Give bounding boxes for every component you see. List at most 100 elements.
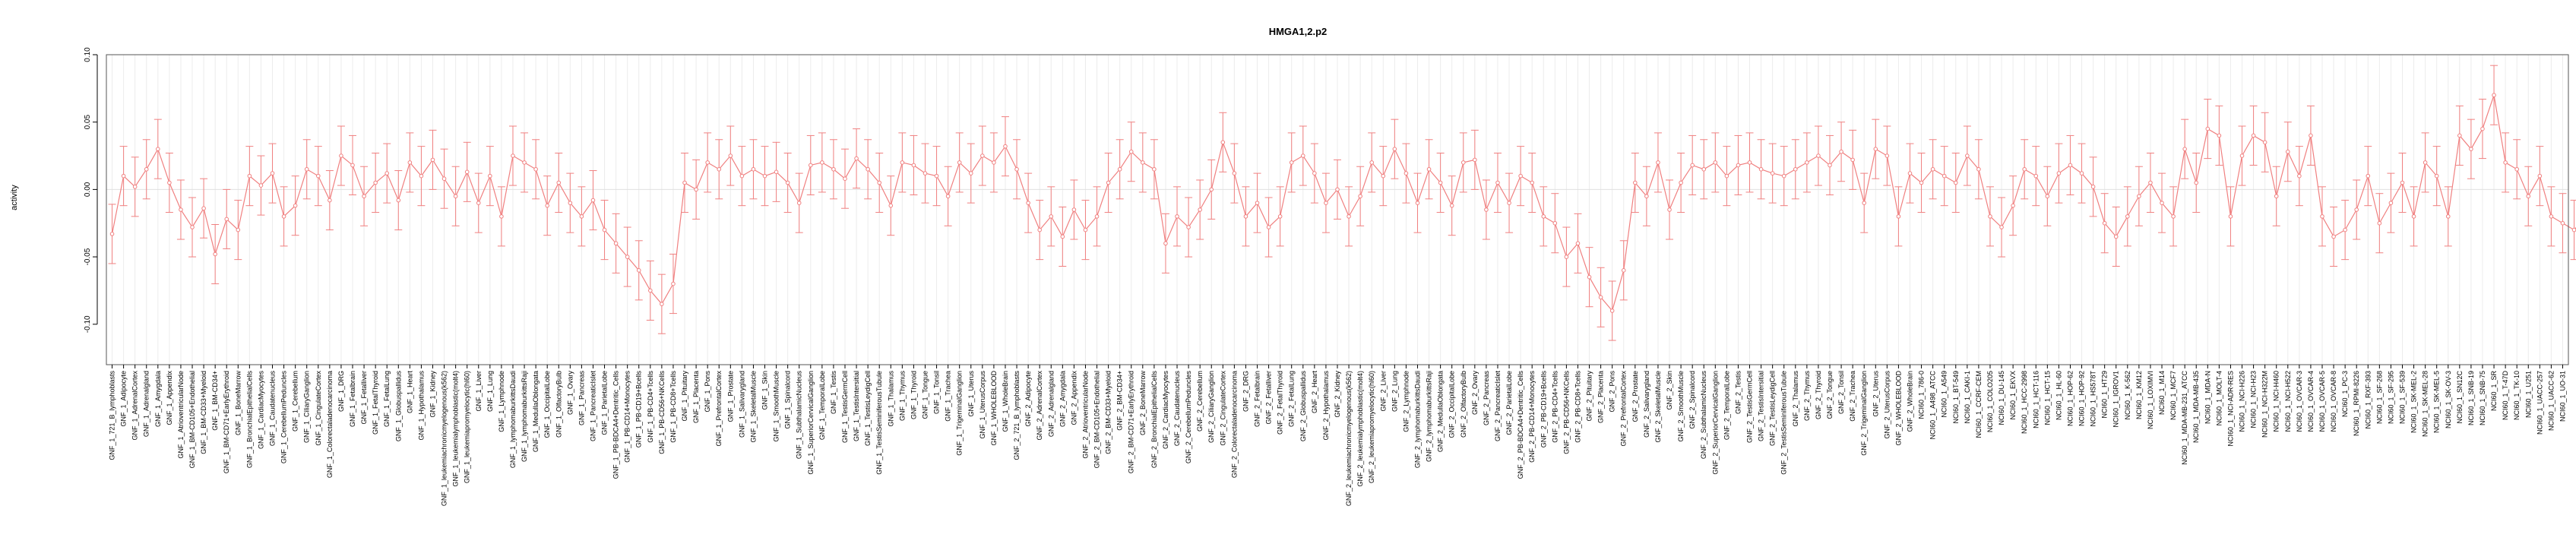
y-tick-label: -0.10 xyxy=(84,315,92,333)
x-tick-label: NCI60_1_MDA-MB-435 xyxy=(2192,371,2200,443)
x-tick-label: GNF_1_SkeletalMuscle xyxy=(749,371,757,443)
data-point xyxy=(808,163,813,168)
x-tick-label: GNF_1_Pituitary xyxy=(681,371,688,422)
data-point xyxy=(499,214,504,219)
data-point xyxy=(1907,171,1913,175)
x-tick-label: NCI60_1_HOP-62 xyxy=(2066,371,2074,426)
x-tick-label: GNF_1_PrefrontalCortex xyxy=(715,371,723,447)
x-tick-label: GNF_2_DRG xyxy=(1242,371,1249,412)
x-tick-label: GNF_2_721_B_lymphoblasts xyxy=(1013,371,1021,460)
data-point xyxy=(236,227,241,232)
x-tick-label: GNF_2_PB-CD4+Tcells xyxy=(1551,371,1559,443)
data-point xyxy=(339,153,343,158)
data-point xyxy=(1460,160,1466,165)
x-tick-label: NCI60_1_BT-549 xyxy=(1952,371,1960,424)
data-point xyxy=(224,217,229,222)
data-point xyxy=(2068,163,2073,168)
x-tick-label: GNF_2_Thalamus xyxy=(1792,371,1799,427)
x-tick-label: GNF_1_BM-CD105+Endothelial xyxy=(188,371,196,468)
x-tick-label: NCI60_1_A549 xyxy=(1941,371,1948,418)
x-tick-label: GNF_2_Fetalliver xyxy=(1265,371,1273,425)
x-tick-label: GNF_2_BM-CD105+Endothelial xyxy=(1093,371,1101,468)
data-point xyxy=(648,288,653,293)
data-point xyxy=(511,153,515,158)
data-point xyxy=(785,180,790,185)
x-tick-label: GNF_1_Pancreas xyxy=(578,371,585,426)
data-point xyxy=(1026,201,1030,205)
x-tick-label: GNF_1_Liver xyxy=(475,371,483,412)
x-tick-label: GNF_2_SubthalamicNucleus xyxy=(1700,371,1707,460)
x-tick-label: GNF_2_UterusCorpus xyxy=(1883,371,1891,439)
x-tick-label: NCI60_1_HT29 xyxy=(2101,371,2109,419)
data-point xyxy=(831,166,836,172)
x-tick-label: GNF_1_Thyroid xyxy=(910,371,917,419)
data-point xyxy=(1747,160,1752,165)
x-tick-label: GNF_2_Adrenalgland xyxy=(1047,371,1055,437)
x-tick-label: GNF_2_Pituitary xyxy=(1586,371,1593,422)
x-tick-label: NCI60_1_NCI-H226 xyxy=(2239,371,2246,432)
data-point xyxy=(1885,153,1890,158)
data-point xyxy=(1919,180,1924,185)
data-point xyxy=(2182,147,2187,151)
x-tick-label: NCI60_1_NCI-H522 xyxy=(2284,371,2292,432)
x-tick-label: GNF_1_lymphomaburkittsRaji xyxy=(521,371,528,462)
data-point xyxy=(1965,153,1970,158)
x-tick-label: GNF_1_Testis xyxy=(830,371,837,415)
data-point xyxy=(1896,214,1901,219)
data-point xyxy=(373,180,378,185)
data-point xyxy=(1724,173,1729,179)
data-point xyxy=(1518,173,1523,179)
x-tick-label: NCI60_1_OVCAR-5 xyxy=(2318,371,2326,432)
x-tick-label: GNF_1_Lung xyxy=(486,371,494,412)
data-point xyxy=(1347,214,1351,219)
data-point xyxy=(1037,227,1042,232)
x-tick-label: GNF_2_CiliaryGanglion xyxy=(1207,371,1215,443)
data-point xyxy=(625,255,630,259)
data-point xyxy=(1999,225,2004,229)
x-tick-label: GNF_1_PancreaticIslet xyxy=(589,371,597,442)
data-point xyxy=(2102,220,2107,226)
x-tick-label: GNF_1_AtrioventricularNode xyxy=(177,371,185,459)
data-point xyxy=(1117,166,1122,172)
data-point xyxy=(179,207,183,212)
x-tick-label: GNF_1_FetalLung xyxy=(383,371,391,427)
data-point xyxy=(1049,214,1054,219)
x-tick-label: GNF_2_Tongue xyxy=(1826,371,1834,419)
x-tick-label: GNF_2_ParietalLobe xyxy=(1505,371,1513,435)
x-tick-label: NCI60_1_U251 xyxy=(2524,371,2532,418)
x-tick-label: GNF_1_Heart xyxy=(406,371,413,414)
data-point xyxy=(2160,201,2164,205)
x-tick-label: NCI60_1_RPMI-8226 xyxy=(2353,371,2360,436)
x-tick-label: GNF_1_PB-CD19+Bcells xyxy=(635,371,643,448)
data-point xyxy=(1667,207,1672,212)
x-tick-label: NCI60_1_MOLT-4 xyxy=(2215,371,2223,425)
data-point xyxy=(602,227,607,232)
x-tick-label: GNF_1_TestisLeydigCell xyxy=(864,371,872,446)
x-tick-label: GNF_1_Uterus xyxy=(967,371,975,417)
x-tick-label: NCI60_1_COLO205 xyxy=(1986,371,1994,432)
x-tick-label: GNF_2_Pons xyxy=(1609,371,1616,413)
data-point xyxy=(1644,194,1649,199)
x-tick-label: GNF_2_SmoothMuscle xyxy=(1677,371,1685,442)
data-point xyxy=(1828,163,1832,168)
data-point xyxy=(2045,194,2050,199)
x-tick-label: NCI60_1_SR xyxy=(2490,371,2498,412)
x-tick-label: NCI60_1_786-0 xyxy=(1918,371,1926,419)
data-point xyxy=(2492,93,2496,98)
x-tick-label: GNF_2_Colorectaladenocarcinoma xyxy=(1230,371,1238,478)
y-tick-label: -0.05 xyxy=(84,248,92,265)
data-point xyxy=(1552,220,1558,226)
x-tick-label: GNF_1_Colorectaladenocarcinoma xyxy=(326,371,334,478)
data-point xyxy=(843,176,847,181)
data-point xyxy=(888,203,894,208)
data-point xyxy=(820,160,824,165)
data-point xyxy=(2011,203,2015,208)
data-point xyxy=(1369,160,1375,165)
x-tick-label: GNF_2_Appendix xyxy=(1070,371,1078,425)
data-point xyxy=(934,173,939,179)
x-tick-label: NCI60_1_SK-MEL-5 xyxy=(2433,371,2441,433)
x-tick-label: NCI60_1_SK-MEL-2 xyxy=(2410,371,2418,433)
x-tick-label: GNF_2_PrefrontalCortex xyxy=(1620,371,1628,447)
data-point xyxy=(590,198,596,203)
